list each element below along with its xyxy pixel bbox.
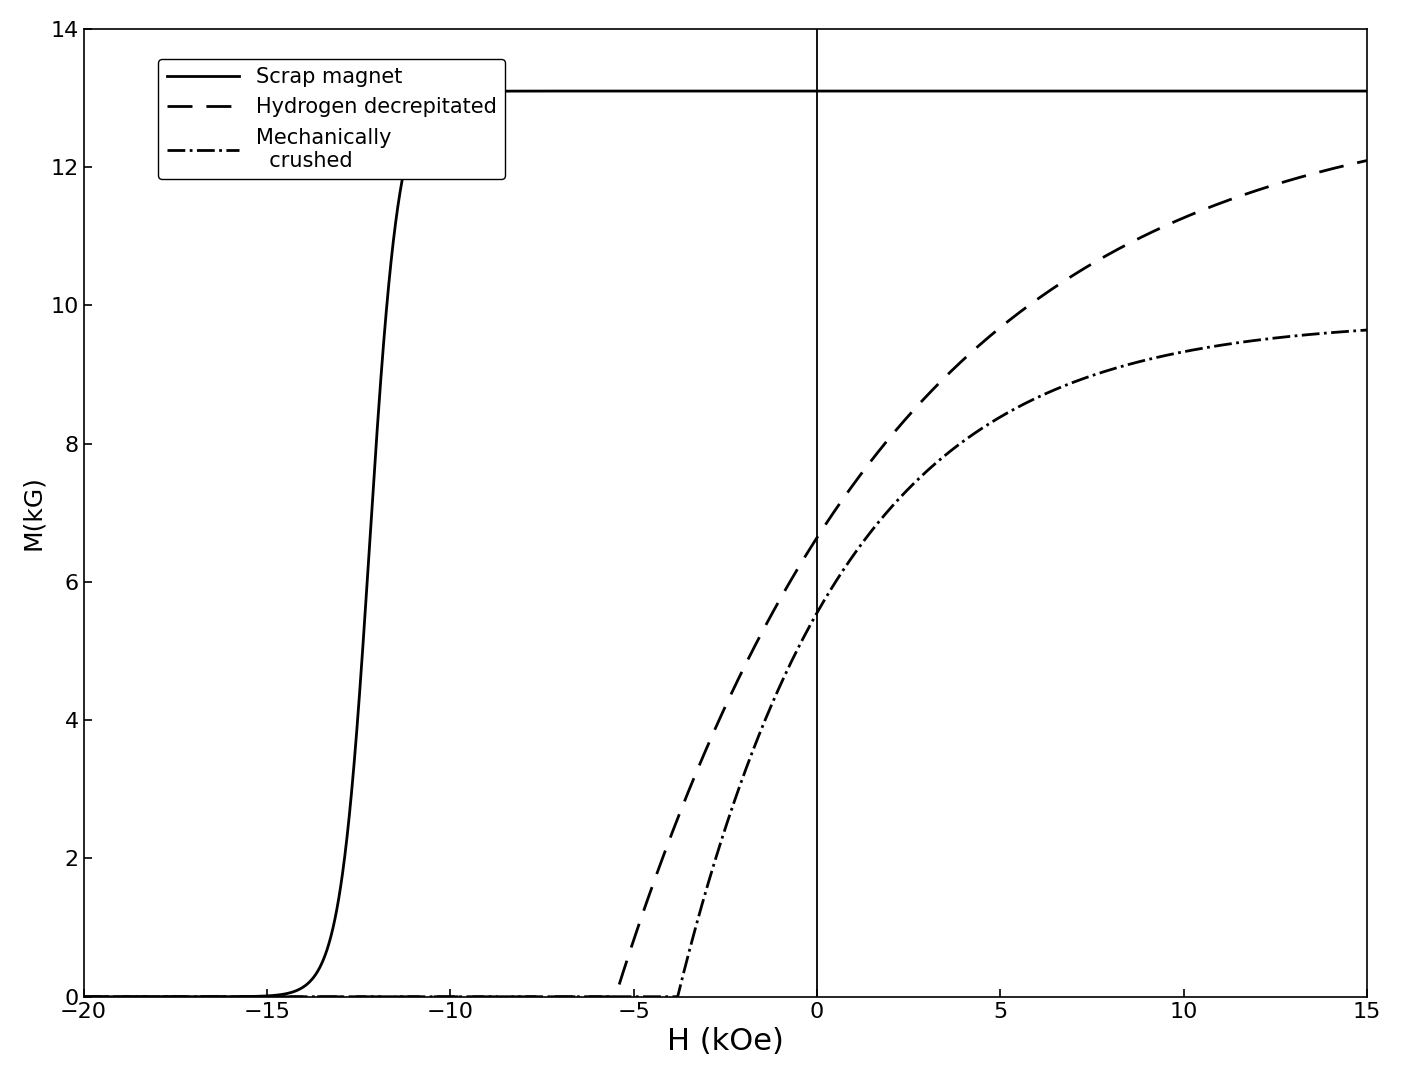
Y-axis label: M(kG): M(kG) [21, 475, 45, 550]
Legend: Scrap magnet, Hydrogen decrepitated, Mechanically
  crushed: Scrap magnet, Hydrogen decrepitated, Mec… [158, 58, 505, 179]
X-axis label: H (kOe): H (kOe) [667, 1027, 784, 1057]
